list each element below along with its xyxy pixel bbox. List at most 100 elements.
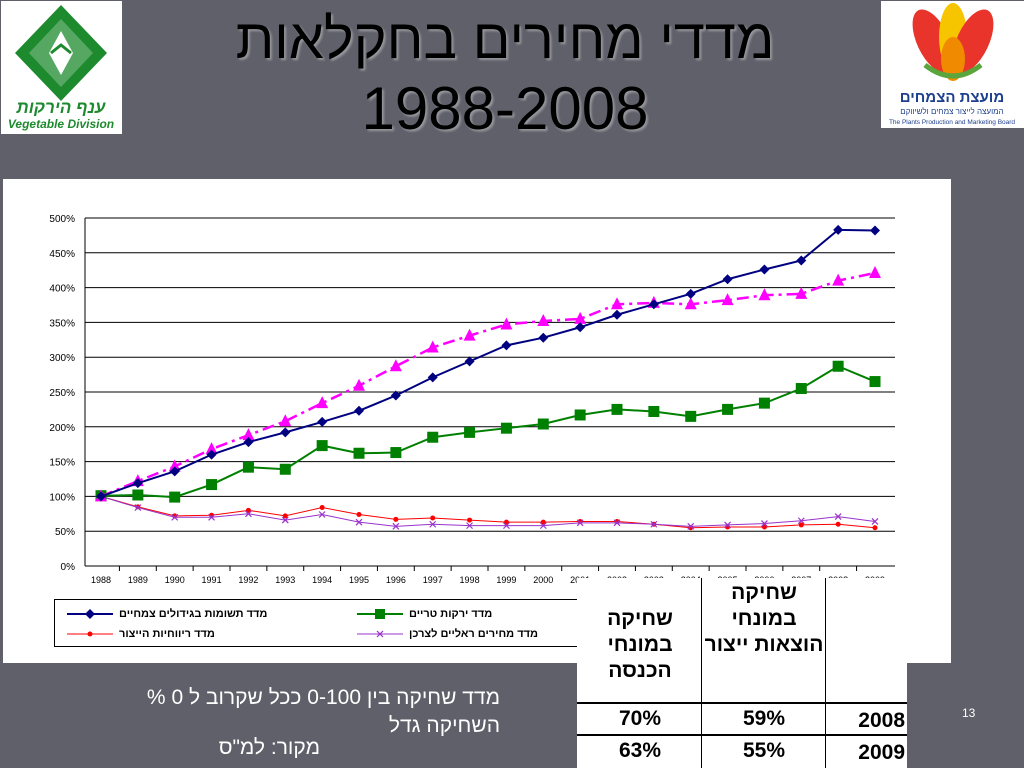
data-point <box>870 225 880 236</box>
data-point <box>353 447 365 459</box>
data-point <box>245 507 251 513</box>
x-tick-label: 1992 <box>238 575 258 585</box>
data-point <box>354 405 364 416</box>
data-point <box>869 265 881 278</box>
data-point <box>795 383 807 395</box>
data-point <box>685 288 696 299</box>
data-point <box>206 479 218 491</box>
data-point <box>353 378 365 391</box>
plants-board-logo-art: מועצת הצמחים המועצה לייצור צמחים ולשיווק… <box>889 3 1015 126</box>
data-point <box>318 511 326 518</box>
data-point <box>282 513 288 519</box>
line-chart: 0% 50% 100% 150% 200% 250% 300% 350% 400% 450% 500… <box>49 214 895 585</box>
data-point <box>871 518 879 525</box>
data-point <box>463 328 476 341</box>
data-point <box>687 522 695 530</box>
table-cell: 55% <box>742 739 786 762</box>
logo-left-hebrew: ענף הירקות <box>16 98 106 117</box>
data-point <box>538 332 549 343</box>
data-point <box>205 442 218 455</box>
data-point <box>722 403 734 415</box>
data-point <box>835 521 841 527</box>
data-point <box>467 517 473 523</box>
table-rule <box>577 702 907 704</box>
data-point <box>503 519 509 525</box>
y-tick-label: 250% <box>49 388 75 399</box>
x-tick-label: 1989 <box>128 575 148 585</box>
table-cell-year: 2008 <box>858 709 905 732</box>
data-point <box>281 516 289 524</box>
data-point <box>355 518 363 526</box>
data-point <box>316 440 328 452</box>
data-point <box>429 520 437 528</box>
data-point <box>393 516 399 522</box>
vegetable-division-logo-art: ענף הירקות Vegetable Division <box>8 5 114 131</box>
data-point <box>685 410 697 422</box>
series-line <box>100 495 876 529</box>
data-point <box>574 311 587 324</box>
x-tick-label: 1991 <box>202 575 222 585</box>
logo-right-hebrew: מועצת הצמחים <box>900 89 1004 106</box>
y-tick-label: 400% <box>49 284 75 295</box>
data-point <box>798 522 804 528</box>
chart-legend: מדד תשומות בגידולים צמחיים מדד ירקות טרי… <box>54 599 586 647</box>
y-tick-label: 450% <box>49 249 75 260</box>
data-point <box>834 513 842 521</box>
data-point <box>242 428 255 441</box>
data-point <box>427 431 439 443</box>
data-point <box>724 521 731 529</box>
series-line <box>100 271 876 498</box>
y-tick-label: 300% <box>49 353 75 364</box>
data-point <box>389 359 402 372</box>
x-tick-label: 1997 <box>423 575 443 585</box>
table-cell-year: 2009 <box>858 741 905 764</box>
logo-right-english: The Plants Production and Marketing Boar… <box>889 119 1015 126</box>
data-point <box>279 463 291 475</box>
source-note: מקור: למ"ס <box>218 736 320 759</box>
x-tick-label: 1999 <box>496 575 516 585</box>
plants-board-logo: מועצת הצמחים המועצה לייצור צמחים ולשיווק… <box>881 1 1024 128</box>
data-point <box>169 466 180 477</box>
erosion-note: מדד שחיקה בין 0-100 ככל שקרוב ל 0 % השחי… <box>146 686 500 737</box>
data-point <box>869 376 881 388</box>
data-point <box>832 273 845 286</box>
data-point <box>319 505 325 511</box>
data-point <box>430 515 436 521</box>
series-line <box>100 365 876 499</box>
data-point <box>537 314 550 327</box>
data-point <box>648 299 659 310</box>
data-point <box>279 414 292 427</box>
y-tick-label: 350% <box>49 318 75 329</box>
data-point <box>500 317 513 330</box>
data-point <box>648 405 660 417</box>
data-point <box>168 459 181 472</box>
y-tick-label: 50% <box>55 527 75 538</box>
data-point <box>245 510 252 518</box>
data-point <box>464 356 475 367</box>
vegetable-division-logo: ענף הירקות Vegetable Division <box>1 1 122 134</box>
table-header-income: שחיקה במונחי הכנסה <box>607 607 673 682</box>
data-point <box>611 403 623 415</box>
data-point <box>759 264 770 275</box>
data-point <box>575 322 586 333</box>
data-point <box>537 418 549 430</box>
data-point <box>761 524 767 530</box>
legend-label-vegetables: מדד ירקות טריים <box>409 608 493 620</box>
data-point <box>132 478 143 489</box>
data-point <box>208 513 215 521</box>
data-point <box>684 297 697 310</box>
data-point <box>833 224 844 235</box>
legend-label-inputs: מדד תשומות בגידולים צמחיים <box>119 608 268 620</box>
data-point <box>132 489 144 501</box>
data-point <box>872 525 878 531</box>
data-point <box>795 286 808 299</box>
x-tick-label: 1993 <box>275 575 295 585</box>
data-point <box>503 522 510 530</box>
slide-title: מדדי מחירים בחקלאות 1988-2008 <box>140 4 870 144</box>
x-tick-label: 1998 <box>460 575 480 585</box>
data-point <box>501 340 512 351</box>
series-line <box>100 228 876 498</box>
erosion-table: שחיקה במונחי הכנסה שחיקה במונחי הוצאות י… <box>577 578 907 768</box>
data-point <box>758 288 771 301</box>
table-cell: 70% <box>618 707 662 730</box>
